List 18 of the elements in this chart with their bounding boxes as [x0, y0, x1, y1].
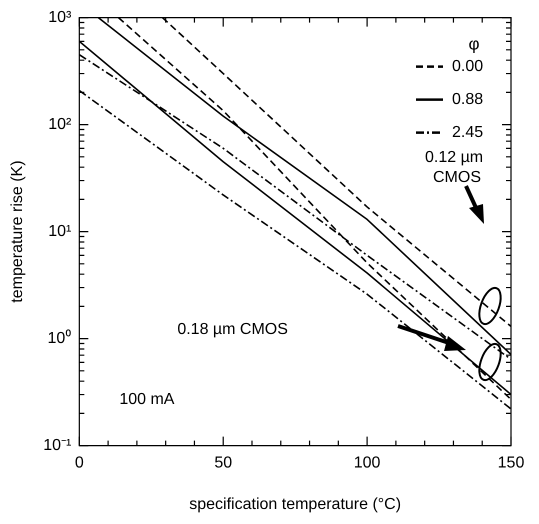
y-axis-title: temperature rise (K): [9, 160, 26, 303]
legend-label: 2.45: [452, 124, 484, 142]
x-tick-label: 0: [74, 454, 84, 472]
x-tick-label: 150: [498, 454, 524, 472]
legend-title: φ: [468, 34, 480, 54]
y-tick-label: 10³: [48, 9, 72, 26]
y-tick-label: 10⁰: [48, 329, 72, 348]
y-tick-label: 10⁻¹: [43, 437, 72, 454]
annotation: 100 mA: [119, 391, 175, 408]
x-axis-title: specification temperature (°C): [189, 496, 402, 513]
annotation: 0.12 µm CMOS: [425, 149, 484, 186]
x-tick-label: 100: [354, 454, 381, 472]
y-tick-label: 10¹: [48, 223, 72, 240]
y-tick-label: 10²: [48, 116, 72, 134]
legend-label: 0.88: [452, 91, 484, 108]
legend-label: 0.00: [452, 58, 484, 76]
annotation: 0.18 µm CMOS: [177, 321, 288, 338]
x-tick-label: 50: [214, 454, 232, 472]
